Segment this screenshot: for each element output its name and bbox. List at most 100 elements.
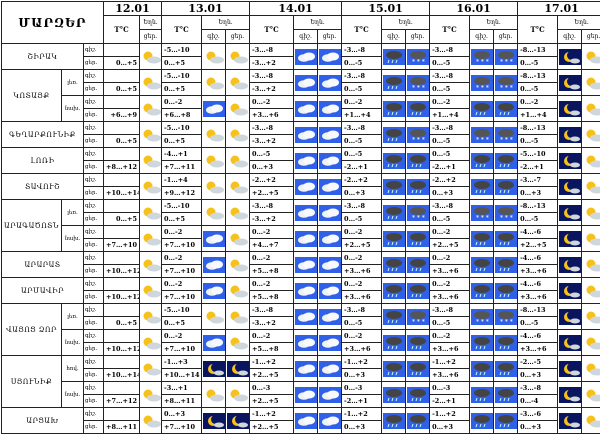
cloudy-icon [317,199,343,226]
partly-cloudy-icon [225,303,251,330]
rain-icon [381,121,407,148]
day-temp: 0…+5 [161,212,203,226]
rain-icon [405,381,431,408]
night-temp [103,147,140,161]
region-name: ՍՅՈՒՆԻՔ [1,355,62,408]
clear-night-icon [557,121,583,148]
night-temp: -4…-6 [517,225,559,239]
night-label: գիշ. [83,95,104,109]
cloudy-icon [201,277,227,304]
svg-text:* * *: * * * [476,318,489,325]
rain-icon [405,329,431,356]
partly-cloudy-icon [581,251,600,278]
day-header: ցեր. [581,29,600,44]
snow-icon: * * * [405,199,431,226]
day-temp: -3…+2 [249,134,295,148]
partly-cloudy-icon [201,147,227,174]
cloudy-icon [201,225,227,252]
night-temp: -3…-8 [249,303,295,317]
partly-cloudy-icon [581,329,600,356]
cloudy-icon [293,251,319,278]
rain-icon [381,147,407,174]
day-temp: +5…+8 [249,290,295,304]
region-name: ԱՐԱԳԱԾՈՏՆ [1,199,62,252]
day-label: ցեր. [83,82,104,96]
day-temp: -3…+2 [249,316,295,330]
region-name: ԳԵՂԱՐՔՈՒՆԻՔ [1,121,84,148]
rain-icon [381,69,407,96]
night-temp: -1…+2 [429,407,471,421]
day-label: ցեր. [83,342,104,356]
night-temp: 0…-3 [429,381,471,395]
day-temp: -2…+1 [429,394,471,408]
svg-text:* * *: * * * [500,136,513,143]
rain-icon [405,147,431,174]
snow-icon: * * * [493,121,519,148]
partly-cloudy-icon [225,277,251,304]
snow-icon: * * * [493,69,519,96]
cloudy-icon [293,173,319,200]
day-header: ցեր. [317,29,343,44]
day-temp: +3…+6 [341,342,383,356]
partly-cloudy-icon [581,69,600,96]
night-temp: -2…+2 [429,173,471,187]
day-temp: +7…+10 [161,420,203,434]
day-temp: 0…+5 [103,56,140,70]
day-temp: +7…+11 [161,160,203,174]
temp-header: T°C [517,15,559,44]
night-temp: -3…-8 [249,199,295,213]
night-label: գիշ. [83,147,104,161]
region-name: ՇԻՐԱԿ [1,43,84,70]
night-temp: -8…-13 [517,43,559,57]
cloudy-icon [201,251,227,278]
night-temp: -3…+1 [161,381,203,395]
phenomenon-header: Եղն. [381,15,431,30]
day-temp: 0…+5 [103,82,140,96]
night-temp: -8…-13 [517,199,559,213]
day-temp: 0…+5 [161,82,203,96]
night-temp: -8…-13 [517,303,559,317]
day-temp: +2…+5 [249,368,295,382]
day-temp: 0…+3 [341,420,383,434]
night-temp: 0…-2 [429,329,471,343]
night-label: գիշ. [83,225,104,239]
day-temp: 0…-5 [429,212,471,226]
region-name: ԱՐԱՐԱՏ [1,251,84,278]
day-temp: +9…+12 [161,186,203,200]
cloudy-icon [317,121,343,148]
partly-cloudy-icon [225,173,251,200]
day-temp: 0…-5 [429,316,471,330]
region-name: ՎԱՅՈՑ ՁՈՐ [1,303,62,356]
night-temp [103,121,140,135]
snow-icon: * * * [405,43,431,70]
day-temp: 0…-5 [341,134,383,148]
clear-night-icon [201,355,227,382]
day-temp: +8…+12 [103,160,140,174]
clear-night-icon [557,329,583,356]
night-temp: 0…-2 [249,329,295,343]
rain-icon [381,303,407,330]
night-temp: 0…-2 [249,277,295,291]
rain-icon [469,95,495,122]
partly-cloudy-icon [138,303,163,330]
night-temp: -5…-10 [161,121,203,135]
cloudy-icon [317,95,343,122]
rain-icon [381,43,407,70]
night-temp: -4…-6 [517,329,559,343]
day-temp: -2…+1 [517,160,559,174]
night-temp: 0…-2 [429,95,471,109]
night-temp: -5…-10 [161,43,203,57]
temp-header: T°C [249,15,295,44]
day-temp: +3…+6 [429,290,471,304]
night-temp: 0…-3 [249,381,295,395]
day-temp: 0…+3 [341,186,383,200]
region-name: ԱՐՑԱԽ [1,407,84,434]
partly-cloudy-icon [225,147,251,174]
day-label: ցեր. [83,212,104,226]
cloudy-icon [317,69,343,96]
night-label: գիշ. [83,173,104,187]
cloudy-icon [293,225,319,252]
day-temp: +4…+7 [249,238,295,252]
rain-icon [493,407,519,434]
night-temp [103,251,140,265]
